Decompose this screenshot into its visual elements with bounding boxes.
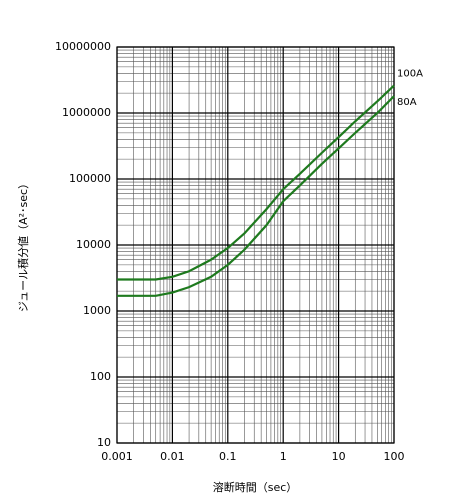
y-tick-label: 10	[97, 436, 111, 449]
x-axis-label: 溶断時間（sec）	[213, 480, 298, 494]
x-tick-label: 10	[332, 450, 346, 463]
y-axis-label: ジュール積分値（A²･sec）	[16, 178, 30, 312]
y-tick-label: 10000	[76, 238, 111, 251]
series-label: 100A	[397, 69, 423, 80]
plot-frame	[116, 46, 395, 444]
series-label: 80A	[397, 97, 417, 108]
series-line	[117, 84, 395, 281]
y-tick-label: 10000000	[55, 40, 111, 53]
x-tick-label: 0.1	[219, 450, 237, 463]
x-tick-label: 100	[384, 450, 405, 463]
y-tick-label: 1000	[83, 304, 111, 317]
x-tick-label: 0.001	[101, 450, 133, 463]
x-tick-label: 1	[280, 450, 287, 463]
x-tick-label: 0.01	[160, 450, 185, 463]
y-tick-label: 100000	[69, 172, 111, 185]
y-tick-label: 1000000	[62, 106, 111, 119]
y-tick-label: 100	[90, 370, 111, 383]
series-line	[117, 95, 395, 297]
